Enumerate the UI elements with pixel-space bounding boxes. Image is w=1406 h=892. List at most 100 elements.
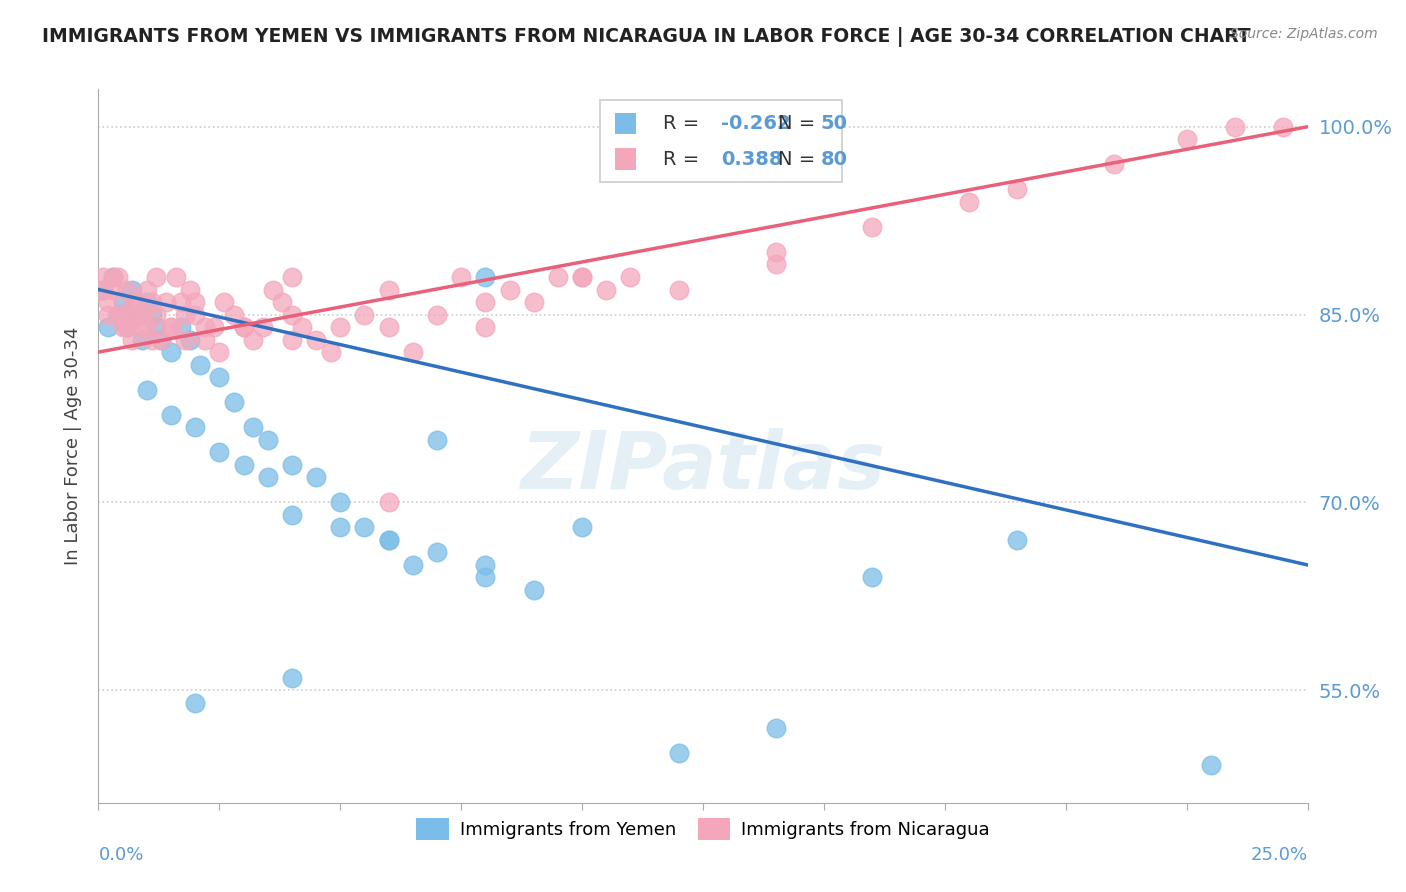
Point [222, 308, 245, 322]
Point [107, 308, 129, 322]
Point [426, 308, 449, 322]
Point [101, 283, 124, 297]
Point [426, 545, 449, 559]
Point [232, 320, 254, 334]
Point [131, 320, 153, 334]
Point [194, 333, 217, 347]
Point [184, 295, 207, 310]
Point [256, 470, 278, 484]
Point [160, 345, 183, 359]
Point [194, 320, 217, 334]
Point [668, 746, 690, 760]
Point [450, 270, 472, 285]
Point [474, 320, 496, 334]
Point [208, 445, 231, 459]
Point [329, 520, 352, 534]
Point [281, 508, 304, 522]
Point [256, 433, 278, 447]
Point [1007, 182, 1029, 196]
Point [150, 333, 173, 347]
Point [860, 570, 883, 584]
Point [281, 308, 304, 322]
FancyBboxPatch shape [600, 100, 842, 182]
Point [329, 320, 352, 334]
Point [184, 420, 207, 434]
Point [426, 433, 449, 447]
Point [91, 270, 114, 285]
Point [131, 308, 153, 322]
Y-axis label: In Labor Force | Age 30-34: In Labor Force | Age 30-34 [63, 326, 82, 566]
Point [127, 308, 149, 322]
Point [262, 283, 284, 297]
Point [111, 295, 134, 310]
Point [131, 333, 153, 347]
Point [204, 320, 226, 334]
Point [141, 308, 163, 322]
Point [860, 219, 883, 234]
Point [252, 320, 274, 334]
Point [127, 308, 149, 322]
Point [179, 283, 201, 297]
Point [141, 333, 163, 347]
Point [127, 295, 149, 310]
Point [117, 283, 139, 297]
Point [281, 333, 304, 347]
Point [474, 570, 496, 584]
Point [141, 295, 163, 310]
Point [290, 320, 312, 334]
Text: N =: N = [778, 150, 821, 169]
Point [498, 283, 520, 297]
Text: Source: ZipAtlas.com: Source: ZipAtlas.com [1230, 27, 1378, 41]
Point [281, 270, 304, 285]
Text: 50: 50 [820, 114, 848, 133]
Text: R =: R = [664, 150, 706, 169]
Point [1175, 132, 1198, 146]
Point [150, 333, 173, 347]
Point [117, 320, 139, 334]
Point [135, 320, 157, 334]
Text: 80: 80 [820, 150, 848, 169]
Point [111, 308, 134, 322]
Point [208, 345, 231, 359]
Point [281, 458, 304, 472]
Text: ZIPatlas: ZIPatlas [520, 428, 886, 507]
Point [174, 333, 197, 347]
Point [765, 721, 787, 735]
Point [91, 283, 114, 297]
Point [571, 270, 593, 285]
Point [377, 533, 399, 547]
Point [377, 495, 399, 509]
Point [242, 333, 264, 347]
Point [402, 345, 425, 359]
Point [97, 295, 120, 310]
Point [1272, 120, 1295, 134]
Point [474, 295, 496, 310]
Text: R =: R = [664, 114, 706, 133]
Point [402, 558, 425, 572]
Point [1007, 533, 1029, 547]
Point [571, 520, 593, 534]
Point [377, 283, 399, 297]
Bar [614, 112, 637, 134]
Point [107, 308, 129, 322]
Text: N =: N = [778, 114, 821, 133]
Text: 0.388: 0.388 [721, 150, 783, 169]
Point [101, 270, 124, 285]
Point [232, 458, 254, 472]
Point [97, 320, 120, 334]
Point [155, 295, 177, 310]
Point [571, 270, 593, 285]
Point [179, 333, 201, 347]
Point [145, 270, 167, 285]
Point [1102, 157, 1125, 171]
Point [107, 270, 129, 285]
Point [329, 495, 352, 509]
Point [101, 270, 124, 285]
Point [1223, 120, 1246, 134]
Point [377, 533, 399, 547]
Point [1199, 758, 1222, 772]
Point [305, 470, 328, 484]
Point [91, 283, 114, 297]
Point [353, 308, 375, 322]
Point [174, 308, 197, 322]
